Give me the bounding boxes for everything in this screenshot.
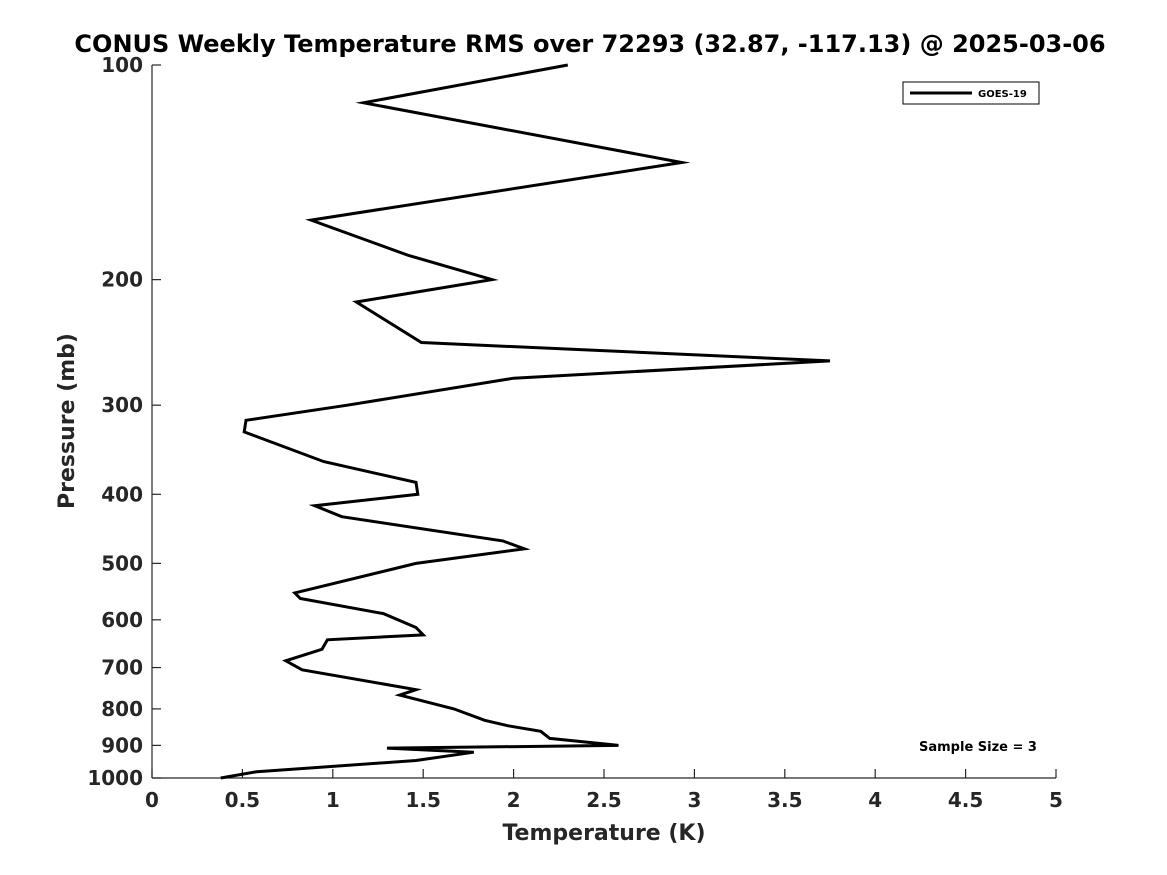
x-tick-label: 0.5 — [225, 788, 260, 812]
x-tick-label: 0 — [145, 788, 159, 812]
legend-label-goes-19: GOES-19 — [978, 89, 1027, 100]
x-axis-label: Temperature (K) — [502, 821, 705, 846]
x-tick-label: 3.5 — [767, 788, 802, 812]
plot-area: 0 0.5 1 1.5 2 2.5 3 3.5 4 4.5 5 100 200 300 400 500 600… — [87, 53, 1063, 812]
sample-size-annotation: Sample Size = 3 — [919, 740, 1037, 755]
x-tick-label: 1 — [326, 788, 340, 812]
y-axis-ticks: 100 200 300 400 500 600 700 800 900 1000 — [87, 53, 161, 790]
y-tick-label: 800 — [101, 697, 143, 721]
series-group — [220, 63, 831, 780]
x-tick-label: 2 — [507, 788, 521, 812]
y-tick-label: 400 — [101, 482, 143, 506]
chart-title: CONUS Weekly Temperature RMS over 72293 … — [74, 30, 1105, 58]
x-tick-label: 3 — [687, 788, 701, 812]
x-tick-label: 4 — [868, 788, 882, 812]
x-tick-label: 4.5 — [948, 788, 983, 812]
y-axis-label: Pressure (mb) — [55, 333, 80, 509]
y-tick-label: 300 — [101, 393, 143, 417]
y-tick-label: 1000 — [87, 766, 143, 790]
y-tick-label: 200 — [101, 268, 143, 292]
x-tick-label: 5 — [1049, 788, 1063, 812]
x-tick-label: 1.5 — [405, 788, 440, 812]
y-tick-label: 100 — [101, 53, 143, 77]
y-tick-label: 500 — [101, 551, 143, 575]
legend: GOES-19 — [902, 81, 1040, 105]
y-tick-label: 900 — [101, 733, 143, 757]
x-tick-label: 2.5 — [586, 788, 621, 812]
y-tick-label: 600 — [101, 608, 143, 632]
x-axis-ticks: 0 0.5 1 1.5 2 2.5 3 3.5 4 4.5 5 — [145, 769, 1063, 812]
y-tick-label: 700 — [101, 656, 143, 680]
series-line-goes-19 — [220, 63, 831, 780]
